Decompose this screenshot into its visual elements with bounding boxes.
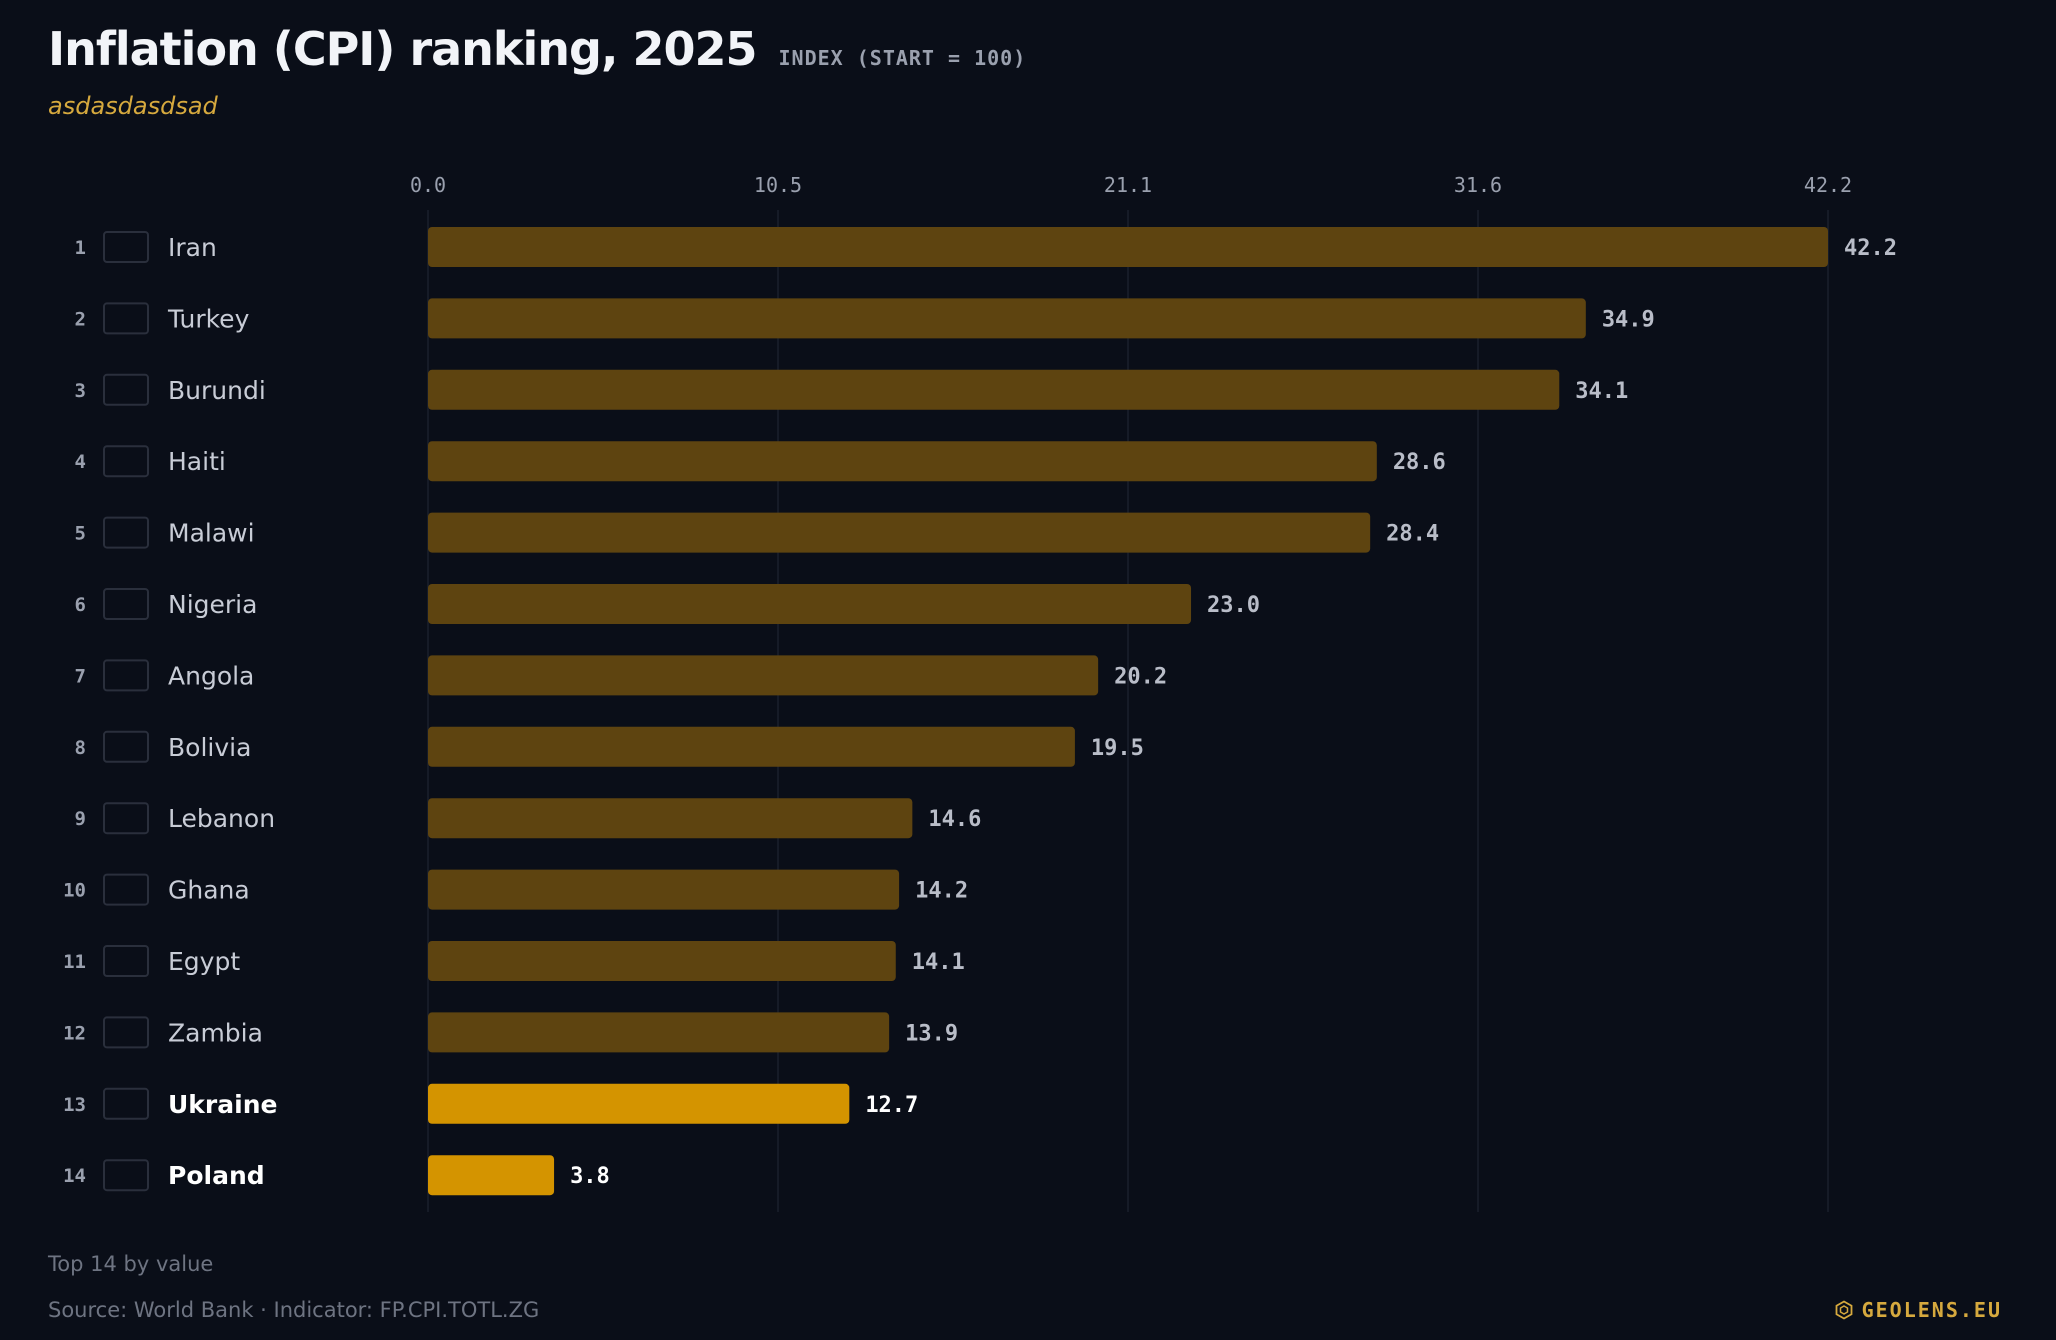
- bar: [428, 655, 1099, 696]
- rank-label: 14: [63, 1165, 86, 1187]
- country-label: Haiti: [168, 447, 226, 476]
- bar: [428, 584, 1192, 624]
- rank-label: 6: [75, 594, 86, 616]
- rank-label: 3: [75, 380, 86, 402]
- flag-placeholder: [103, 231, 149, 263]
- value-label: 34.9: [1602, 307, 1655, 332]
- value-label: 3.8: [570, 1164, 610, 1189]
- flag-placeholder: [103, 659, 149, 692]
- bar: [428, 1083, 850, 1124]
- rank-label: 4: [75, 451, 86, 473]
- x-tick-label: 10.5: [754, 173, 802, 197]
- flag-placeholder: [103, 302, 149, 335]
- flag-placeholder: [103, 588, 149, 620]
- brand[interactable]: GEOLENS.EU: [1834, 1298, 2002, 1322]
- country-label: Burundi: [168, 376, 266, 405]
- rank-label: 10: [63, 880, 86, 902]
- bar: [428, 441, 1377, 482]
- country-label: Turkey: [167, 304, 250, 333]
- chart-title: Inflation (CPI) ranking, 2025: [48, 22, 757, 76]
- rank-label: 9: [75, 808, 86, 830]
- x-tick-label: 31.6: [1454, 173, 1502, 197]
- rank-label: 2: [75, 308, 86, 330]
- x-tick-label: 0.0: [410, 173, 446, 197]
- country-label: Poland: [168, 1161, 265, 1190]
- bar: [428, 798, 913, 839]
- flag-placeholder: [103, 1016, 149, 1049]
- x-tick-label: 21.1: [1104, 173, 1152, 197]
- rank-label: 12: [63, 1022, 86, 1044]
- country-label: Zambia: [168, 1018, 263, 1047]
- flag-placeholder: [103, 1087, 149, 1120]
- bar: [428, 726, 1075, 767]
- country-label: Ghana: [168, 876, 250, 905]
- x-tick-label: 42.2: [1804, 173, 1852, 197]
- rank-label: 8: [75, 737, 86, 759]
- index-note: INDEX (START = 100): [778, 46, 1027, 70]
- flag-placeholder: [103, 516, 149, 549]
- bar: [428, 1155, 555, 1196]
- flag-placeholder: [103, 873, 149, 906]
- bar: [428, 1012, 890, 1053]
- rank-label: 7: [75, 665, 86, 687]
- brand-label: GEOLENS.EU: [1861, 1298, 2002, 1322]
- country-label: Ukraine: [168, 1090, 277, 1119]
- chart-subtitle: asdasdasdsad: [48, 92, 218, 120]
- country-label: Egypt: [168, 947, 240, 976]
- chart-header: Inflation (CPI) ranking, 2025 INDEX (STA…: [48, 22, 1026, 76]
- country-label: Angola: [168, 661, 254, 690]
- rank-label: 13: [63, 1094, 86, 1116]
- flag-placeholder: [103, 802, 149, 835]
- bar: [428, 941, 896, 981]
- value-label: 19.5: [1091, 736, 1144, 761]
- footnote: Top 14 by value: [48, 1252, 214, 1276]
- value-label: 14.2: [915, 879, 968, 904]
- flag-placeholder: [103, 373, 149, 406]
- country-label: Bolivia: [168, 733, 251, 762]
- bar: [428, 869, 900, 910]
- flag-placeholder: [103, 730, 149, 763]
- rank-label: 11: [63, 951, 86, 973]
- value-label: 14.1: [912, 950, 965, 975]
- country-label: Malawi: [168, 519, 255, 548]
- bar: [428, 369, 1560, 410]
- country-label: Lebanon: [168, 804, 275, 833]
- country-label: Iran: [168, 233, 217, 262]
- flag-placeholder: [103, 445, 149, 478]
- bar: [428, 227, 1828, 267]
- value-label: 12.7: [865, 1093, 918, 1118]
- flag-placeholder: [103, 1159, 149, 1192]
- value-label: 14.6: [928, 807, 981, 832]
- value-label: 28.4: [1386, 522, 1439, 547]
- country-label: Nigeria: [168, 590, 257, 619]
- bar-chart: 0.0 10.5 21.1 31.6 42.2 1 Iran 42.2 2 Turkey 34.9 3…: [63, 173, 1897, 1212]
- value-label: 34.1: [1575, 379, 1628, 404]
- bar: [428, 298, 1586, 339]
- rank-label: 5: [75, 523, 86, 545]
- bar: [428, 512, 1371, 553]
- rank-label: 1: [75, 237, 86, 259]
- value-label: 23.0: [1207, 593, 1260, 618]
- source-note: Source: World Bank · Indicator: FP.CPI.T…: [48, 1298, 540, 1322]
- value-label: 28.6: [1393, 450, 1446, 475]
- value-label: 20.2: [1114, 664, 1167, 689]
- flag-placeholder: [103, 945, 149, 977]
- value-label: 42.2: [1844, 236, 1897, 261]
- hexagon-logo-icon: [1834, 1300, 1854, 1320]
- value-label: 13.9: [905, 1021, 958, 1046]
